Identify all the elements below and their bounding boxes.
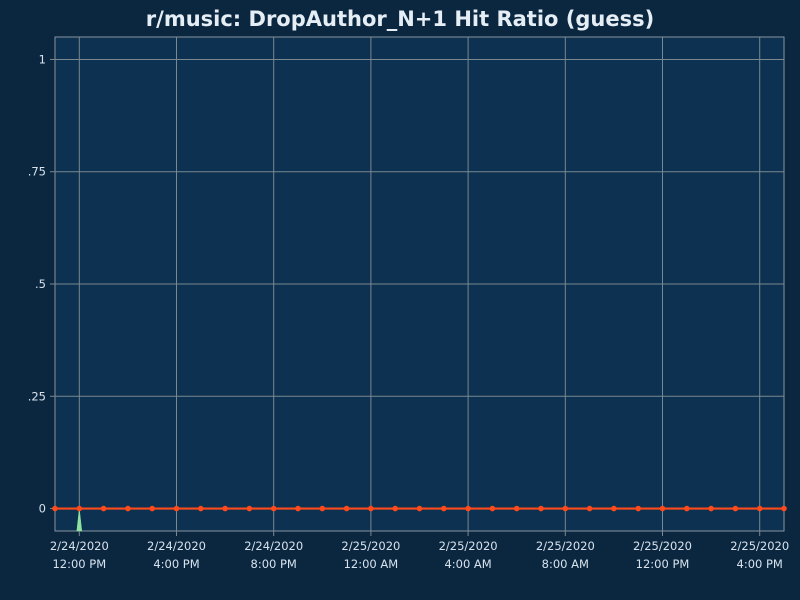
data-point xyxy=(100,505,107,512)
data-point xyxy=(319,505,326,512)
data-point xyxy=(52,505,58,512)
x-tick-time: 4:00 AM xyxy=(444,557,491,571)
y-tick-label: .75 xyxy=(28,165,46,179)
x-tick-time: 8:00 AM xyxy=(542,557,589,571)
spike-mark xyxy=(76,508,83,532)
data-point xyxy=(708,505,714,512)
x-tick-time: 12:00 PM xyxy=(636,557,690,571)
data-point xyxy=(562,505,569,512)
data-point xyxy=(222,505,228,512)
x-tick-time: 8:00 PM xyxy=(251,557,297,571)
data-point xyxy=(513,505,520,512)
x-tick-time: 12:00 PM xyxy=(52,557,106,571)
data-point xyxy=(149,505,155,512)
data-point xyxy=(343,505,350,512)
x-tick-label: 2/25/2020 4:00 AM xyxy=(439,539,498,571)
data-point xyxy=(173,505,180,512)
data-point xyxy=(270,505,277,512)
data-point xyxy=(368,505,374,512)
chart-title: r/music: DropAuthor_N+1 Hit Ratio (guess… xyxy=(146,7,654,31)
data-point xyxy=(756,505,763,512)
data-point xyxy=(295,505,301,512)
y-tick-label: .5 xyxy=(35,277,46,291)
x-tick-date: 2/25/2020 xyxy=(341,539,400,553)
x-tick-date: 2/25/2020 xyxy=(439,539,498,553)
y-tick-label: .25 xyxy=(28,389,46,403)
x-tick-label: 2/24/2020 4:00 PM xyxy=(147,539,206,571)
x-axis-ticks: 2/24/2020 12:00 PM2/24/2020 4:00 PM2/24/20… xyxy=(50,531,789,571)
y-tick-label: 0 xyxy=(39,502,46,516)
x-tick-label: 2/25/2020 4:00 PM xyxy=(730,539,789,571)
x-tick-label: 2/25/2020 12:00 AM xyxy=(341,539,400,571)
x-tick-date: 2/24/2020 xyxy=(244,539,303,553)
data-point xyxy=(416,505,423,512)
x-tick-date: 2/25/2020 xyxy=(536,539,595,553)
data-point xyxy=(465,505,471,512)
x-tick-time: 12:00 AM xyxy=(344,557,399,571)
data-point xyxy=(611,505,617,512)
data-point xyxy=(586,505,593,512)
data-point xyxy=(246,505,253,512)
data-point xyxy=(392,505,399,512)
y-axis-ticks: 0 .25 .5 .75 1 xyxy=(28,52,55,516)
x-tick-label: 2/25/2020 8:00 AM xyxy=(536,539,595,571)
data-point xyxy=(489,505,496,512)
x-tick-time: 4:00 PM xyxy=(153,557,199,571)
data-point xyxy=(441,505,447,512)
data-point xyxy=(659,505,666,512)
data-point xyxy=(538,505,544,512)
x-tick-label: 2/24/2020 8:00 PM xyxy=(244,539,303,571)
data-point xyxy=(732,505,739,512)
grid-lines xyxy=(55,37,784,531)
data-point xyxy=(125,505,131,512)
series-layer xyxy=(52,505,787,512)
x-tick-label: 2/24/2020 12:00 PM xyxy=(50,539,109,571)
y-tick-label: 1 xyxy=(39,52,46,66)
x-tick-date: 2/25/2020 xyxy=(633,539,692,553)
data-point xyxy=(635,505,641,512)
x-tick-date: 2/24/2020 xyxy=(147,539,206,553)
data-point xyxy=(76,505,83,512)
data-point xyxy=(198,505,204,512)
data-point xyxy=(684,505,690,512)
x-tick-date: 2/25/2020 xyxy=(730,539,789,553)
data-point xyxy=(781,505,787,512)
x-tick-date: 2/24/2020 xyxy=(50,539,109,553)
x-tick-time: 4:00 PM xyxy=(737,557,783,571)
x-tick-label: 2/25/2020 12:00 PM xyxy=(633,539,692,571)
spike-layer xyxy=(76,508,83,532)
